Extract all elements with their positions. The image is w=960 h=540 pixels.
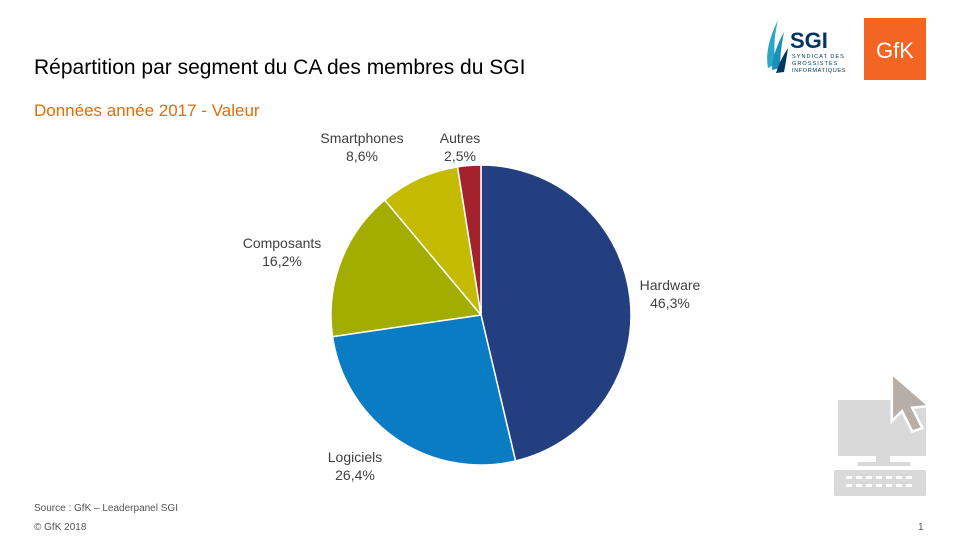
- slice-category-label: Composants: [243, 235, 322, 251]
- pie-slice-logiciels: [331, 314, 517, 466]
- copyright: © GfK 2018: [34, 522, 87, 533]
- slice-category-label: Autres: [440, 130, 480, 146]
- slice-category-label: Logiciels: [328, 449, 382, 465]
- slice-value-label: 2,5%: [444, 148, 476, 164]
- pie-slice-composants: [330, 198, 483, 338]
- sgi-tagline-1: SYNDICAT DES: [792, 54, 845, 60]
- pie-slice-autres: [456, 164, 482, 316]
- sgi-feather-icon: [767, 20, 788, 73]
- pie-slice-hardware: [480, 164, 632, 462]
- gfk-wordmark: GfK: [876, 38, 914, 63]
- page-title: Répartition par segment du CA des membre…: [34, 56, 526, 79]
- slice-category-label: Smartphones: [320, 130, 403, 146]
- sgi-tagline-2: GROSSISTES: [792, 61, 838, 67]
- page-subtitle: Données année 2017 - Valeur: [34, 101, 260, 120]
- slice-value-label: 8,6%: [346, 148, 378, 164]
- slice-category-label: Hardware: [640, 277, 701, 293]
- slice-value-label: 26,4%: [335, 467, 375, 483]
- sgi-wordmark: SGI: [790, 28, 828, 53]
- sgi-logo: SGI SYNDICAT DES GROSSISTES INFORMATIQUE…: [762, 18, 858, 80]
- slice-value-label: 16,2%: [262, 253, 302, 269]
- source-note: Source : GfK – Leaderpanel SGI: [34, 503, 178, 514]
- page-number: 1: [918, 522, 924, 533]
- computer-cursor-icon: [834, 370, 934, 500]
- sgi-tagline-3: INFORMATIQUES: [792, 68, 846, 74]
- slice-value-label: 46,3%: [650, 295, 690, 311]
- gfk-logo: GfK: [864, 18, 926, 80]
